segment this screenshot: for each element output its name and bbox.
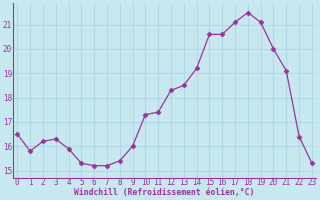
X-axis label: Windchill (Refroidissement éolien,°C): Windchill (Refroidissement éolien,°C) xyxy=(74,188,255,197)
